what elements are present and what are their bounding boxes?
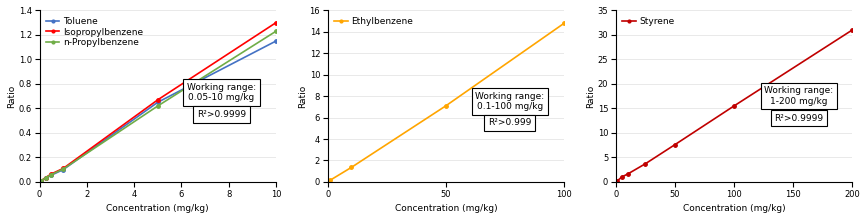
Isopropylbenzene <box>46 172 56 175</box>
Ethylbenzene <box>325 179 336 182</box>
Toluene <box>36 180 46 183</box>
Y-axis label: Ratio: Ratio <box>297 84 307 108</box>
Ethylbenzene <box>559 22 570 25</box>
Toluene <box>271 40 281 42</box>
Styrene <box>669 143 680 146</box>
n-Propylbenzene <box>46 173 56 176</box>
Isopropylbenzene <box>58 167 68 170</box>
Text: Working range:
1-200 mg/kg: Working range: 1-200 mg/kg <box>765 86 833 106</box>
Isopropylbenzene <box>36 180 46 182</box>
Styrene <box>847 29 857 31</box>
Toluene <box>58 168 68 171</box>
n-Propylbenzene <box>271 30 281 33</box>
Text: R²>0.999: R²>0.999 <box>488 118 531 127</box>
Y-axis label: Ratio: Ratio <box>586 84 595 108</box>
Y-axis label: Ratio: Ratio <box>7 84 16 108</box>
n-Propylbenzene <box>35 181 45 183</box>
Text: R²>0.9999: R²>0.9999 <box>197 110 246 119</box>
Styrene <box>616 176 627 178</box>
Legend: Toluene, Isopropylbenzene, n-Propylbenzene: Toluene, Isopropylbenzene, n-Propylbenze… <box>44 15 145 49</box>
Ethylbenzene <box>440 104 451 107</box>
Isopropylbenzene <box>153 99 163 101</box>
Isopropylbenzene <box>271 21 281 24</box>
Ethylbenzene <box>346 166 356 169</box>
Legend: Ethylbenzene: Ethylbenzene <box>332 15 415 28</box>
Text: Working range:
0.1-100 mg/kg: Working range: 0.1-100 mg/kg <box>475 92 544 111</box>
Text: Working range:
0.05-10 mg/kg: Working range: 0.05-10 mg/kg <box>187 83 256 102</box>
Styrene <box>729 105 740 107</box>
n-Propylbenzene <box>153 105 163 107</box>
X-axis label: Concentration (mg/kg): Concentration (mg/kg) <box>394 204 497 213</box>
Styrene <box>623 173 633 175</box>
n-Propylbenzene <box>58 168 68 170</box>
Ethylbenzene <box>323 180 333 183</box>
Legend: Styrene: Styrene <box>621 15 676 28</box>
Ethylbenzene <box>323 181 333 183</box>
Toluene <box>153 101 163 104</box>
Text: R²>0.9999: R²>0.9999 <box>774 114 824 123</box>
Isopropylbenzene <box>35 181 45 183</box>
Line: Isopropylbenzene: Isopropylbenzene <box>38 21 277 184</box>
Line: Toluene: Toluene <box>38 39 277 184</box>
Styrene <box>612 180 623 182</box>
Line: Ethylbenzene: Ethylbenzene <box>326 22 566 184</box>
Line: n-Propylbenzene: n-Propylbenzene <box>38 29 277 184</box>
Styrene <box>640 162 650 165</box>
Toluene <box>41 177 51 180</box>
Styrene <box>610 181 621 183</box>
n-Propylbenzene <box>41 176 51 179</box>
Isopropylbenzene <box>41 176 51 179</box>
Toluene <box>46 174 56 176</box>
n-Propylbenzene <box>36 180 46 182</box>
Toluene <box>35 181 45 183</box>
X-axis label: Concentration (mg/kg): Concentration (mg/kg) <box>107 204 209 213</box>
X-axis label: Concentration (mg/kg): Concentration (mg/kg) <box>682 204 786 213</box>
Line: Styrene: Styrene <box>614 28 854 184</box>
